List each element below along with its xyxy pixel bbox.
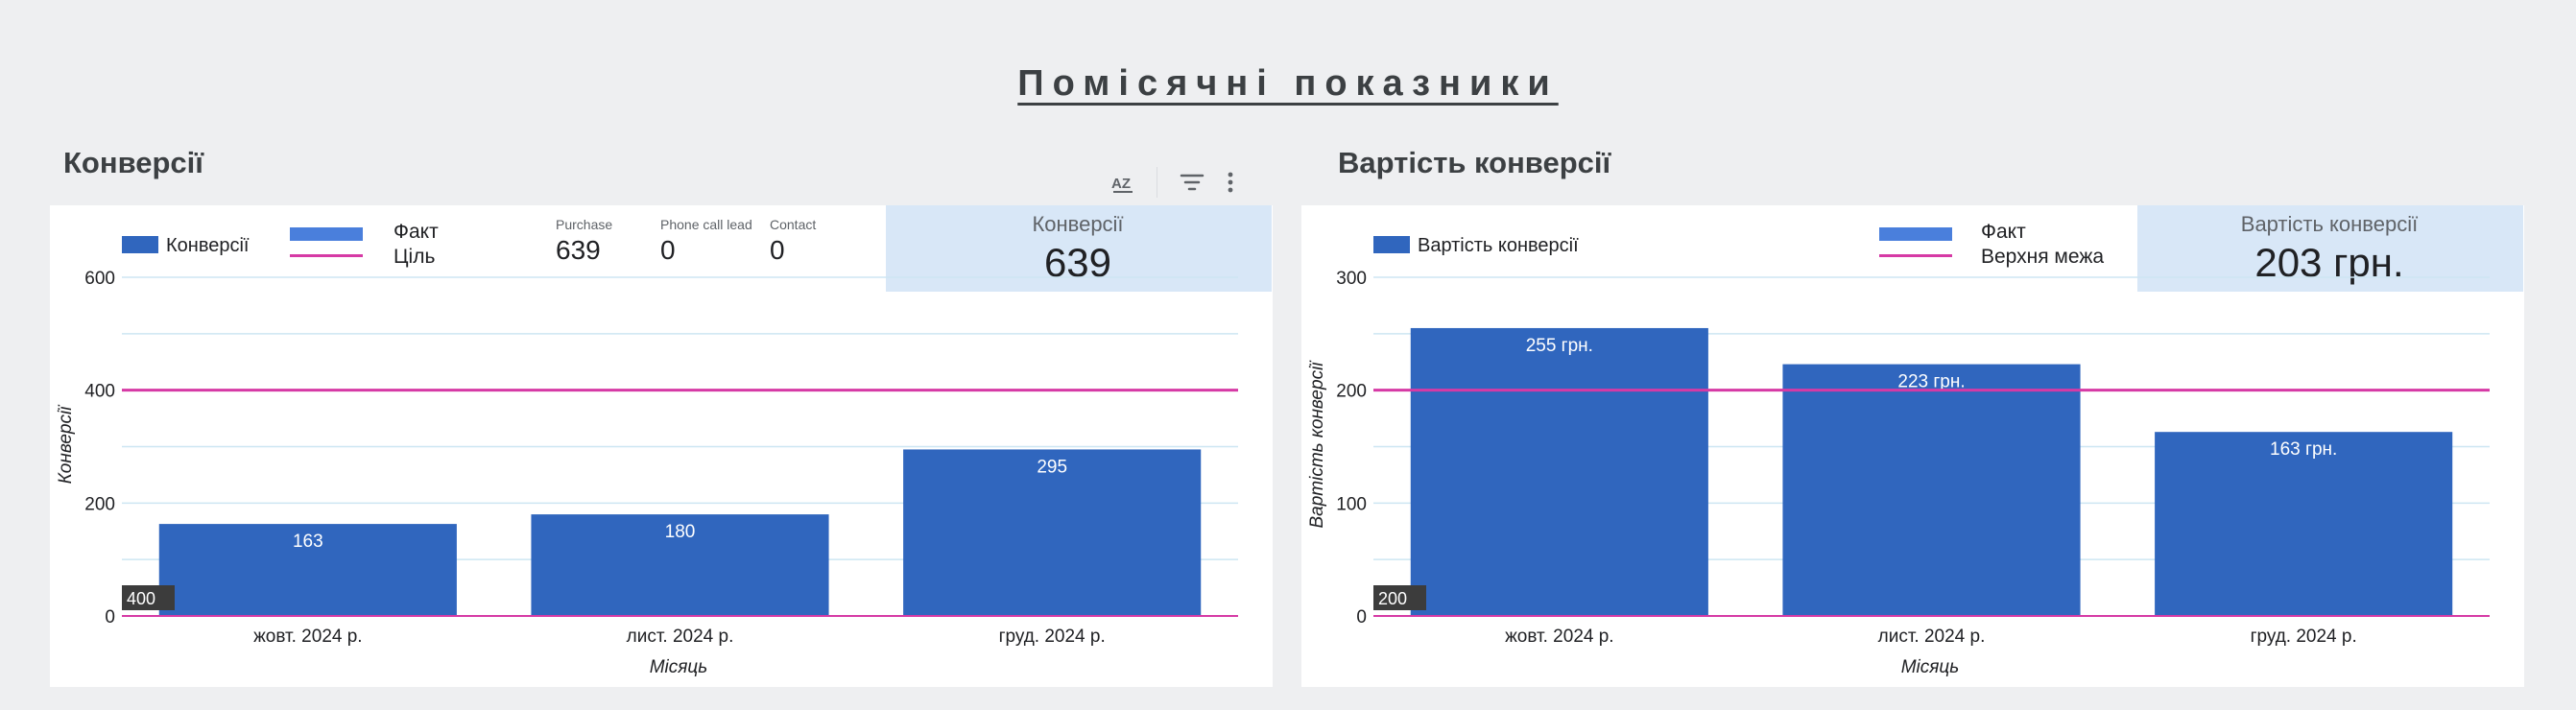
x-axis-title: Місяць [1901, 657, 1960, 677]
bar [2155, 432, 2453, 616]
y-tick-label: 200 [84, 494, 115, 514]
x-axis-title: Місяць [650, 657, 708, 677]
x-tick-label: жовт. 2024 р. [253, 627, 363, 647]
legend-swatch-fact [1879, 227, 1952, 241]
legend-label-series: Вартість конверсії [1418, 235, 1579, 256]
conversions-panel: Конверсії 639 Конверсії Факт Ціль Purcha… [50, 205, 1273, 687]
metric-value: 0 [770, 235, 785, 265]
scorecard-value: 639 [1044, 240, 1111, 285]
conversions-section-title: Конверсії [63, 146, 203, 179]
x-tick-label: лист. 2024 р. [627, 627, 734, 647]
sort-az-icon[interactable]: AZ [1104, 163, 1142, 201]
y-tick-label: 400 [84, 382, 115, 402]
scorecard-label: Вартість конверсії [2241, 212, 2418, 236]
bar-data-label: 223 грн. [1897, 372, 1965, 392]
x-tick-label: груд. 2024 р. [2251, 627, 2357, 647]
chart-toolbar: AZ [1104, 163, 1257, 201]
bar-data-label: 180 [665, 522, 696, 542]
x-tick-label: груд. 2024 р. [999, 627, 1106, 647]
overlay-badge [122, 585, 175, 610]
cost-section-title: Вартість конверсії [1338, 146, 1611, 179]
legend-label-target: Верхня межа [1981, 246, 2104, 268]
x-tick-label: лист. 2024 р. [1878, 627, 1986, 647]
y-axis-title: Вартість конверсії [1307, 360, 1327, 529]
y-tick-label: 0 [1356, 607, 1367, 627]
x-tick-label: жовт. 2024 р. [1505, 627, 1614, 647]
bar [531, 514, 829, 616]
y-tick-label: 0 [105, 607, 115, 627]
bar-data-label: 255 грн. [1526, 336, 1593, 356]
bar-data-label: 163 грн. [2270, 439, 2337, 460]
filter-icon[interactable] [1173, 163, 1211, 201]
legend-swatch-series [1373, 236, 1410, 253]
metric-label: Purchase [556, 217, 612, 232]
y-tick-label: 200 [1336, 382, 1367, 402]
metric-label: Phone call lead [660, 217, 752, 232]
bar [1410, 327, 1708, 616]
bar [1782, 364, 2081, 616]
metric-value: 639 [556, 235, 601, 265]
y-tick-label: 300 [1336, 269, 1367, 289]
overlay-badge-text: 200 [1378, 589, 1407, 608]
page-title: Помісячні показники [1017, 63, 1559, 104]
metric-value: 0 [660, 235, 676, 265]
legend-label-target: Ціль [394, 246, 435, 268]
svg-text:AZ: AZ [1111, 176, 1131, 192]
cost-panel: Вартість конверсії 203 грн. Вартість кон… [1301, 205, 2524, 687]
legend-swatch-target [290, 254, 363, 257]
bar [158, 524, 457, 616]
legend-label-fact: Факт [1981, 221, 2026, 243]
legend-label-series: Конверсії [166, 235, 250, 256]
y-tick-label: 600 [84, 269, 115, 289]
cost-chart: Вартість конверсії 203 грн. Вартість кон… [1307, 205, 2523, 677]
bar-data-label: 163 [293, 532, 323, 552]
scorecard-value: 203 грн. [2254, 240, 2403, 285]
bar-data-label: 295 [1037, 457, 1067, 477]
metric-label: Contact [770, 217, 816, 232]
overlay-badge-text: 400 [127, 589, 155, 608]
bar [903, 449, 1202, 616]
scorecard-label: Конверсії [1032, 212, 1123, 236]
conversions-chart: Конверсії 639 Конверсії Факт Ціль Purcha… [56, 205, 1272, 677]
legend-swatch-series [122, 236, 158, 253]
legend-swatch-fact [290, 227, 363, 241]
legend-swatch-target [1879, 254, 1952, 257]
legend-label-fact: Факт [394, 221, 439, 243]
y-axis-title: Конверсії [56, 404, 76, 485]
overlay-badge [1373, 585, 1426, 610]
y-tick-label: 100 [1336, 494, 1367, 514]
more-vert-icon[interactable] [1211, 163, 1250, 201]
